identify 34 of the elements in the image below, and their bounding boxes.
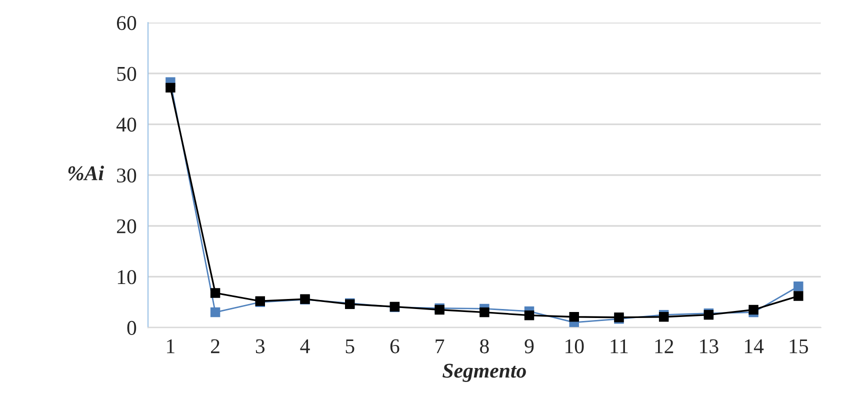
point: [210, 307, 220, 318]
x-tick-label: 15: [790, 339, 808, 354]
point: [480, 307, 490, 318]
point: [794, 282, 804, 292]
x-tick-label: 14: [744, 339, 764, 354]
x-tick-label: 4: [300, 339, 310, 354]
x-tick-label: 7: [436, 339, 444, 354]
x-tick-label: 6: [390, 339, 400, 354]
point: [210, 288, 220, 298]
y-tick-label: 0: [127, 320, 136, 335]
y-axis-title: %Ai: [68, 166, 104, 180]
x-tick-label: 10: [566, 339, 584, 354]
y-tick-label: 50: [117, 66, 136, 81]
point: [748, 304, 758, 315]
point: [658, 312, 669, 322]
x-tick-label: 1: [167, 339, 174, 354]
point: [524, 310, 534, 320]
y-tick-label: 20: [116, 219, 136, 234]
x-tick-label: 3: [256, 339, 265, 354]
y-tick-label: 30: [117, 168, 136, 183]
x-tick-label: 11: [610, 339, 628, 354]
x-tick-label: 13: [700, 339, 718, 354]
point: [794, 291, 804, 301]
x-tick-label: 2: [211, 339, 220, 354]
point: [569, 312, 579, 322]
x-tick-label: 8: [480, 339, 489, 354]
y-tick-label: 60: [116, 16, 136, 30]
x-tick-label: 5: [346, 339, 354, 354]
x-axis-title: Segmento: [442, 364, 526, 382]
y-tick-label: 40: [116, 118, 136, 132]
x-tick-label: 9: [524, 339, 534, 354]
point: [166, 82, 176, 93]
x-tick-label: 12: [655, 339, 674, 354]
y-tick-label: 10: [118, 270, 136, 284]
